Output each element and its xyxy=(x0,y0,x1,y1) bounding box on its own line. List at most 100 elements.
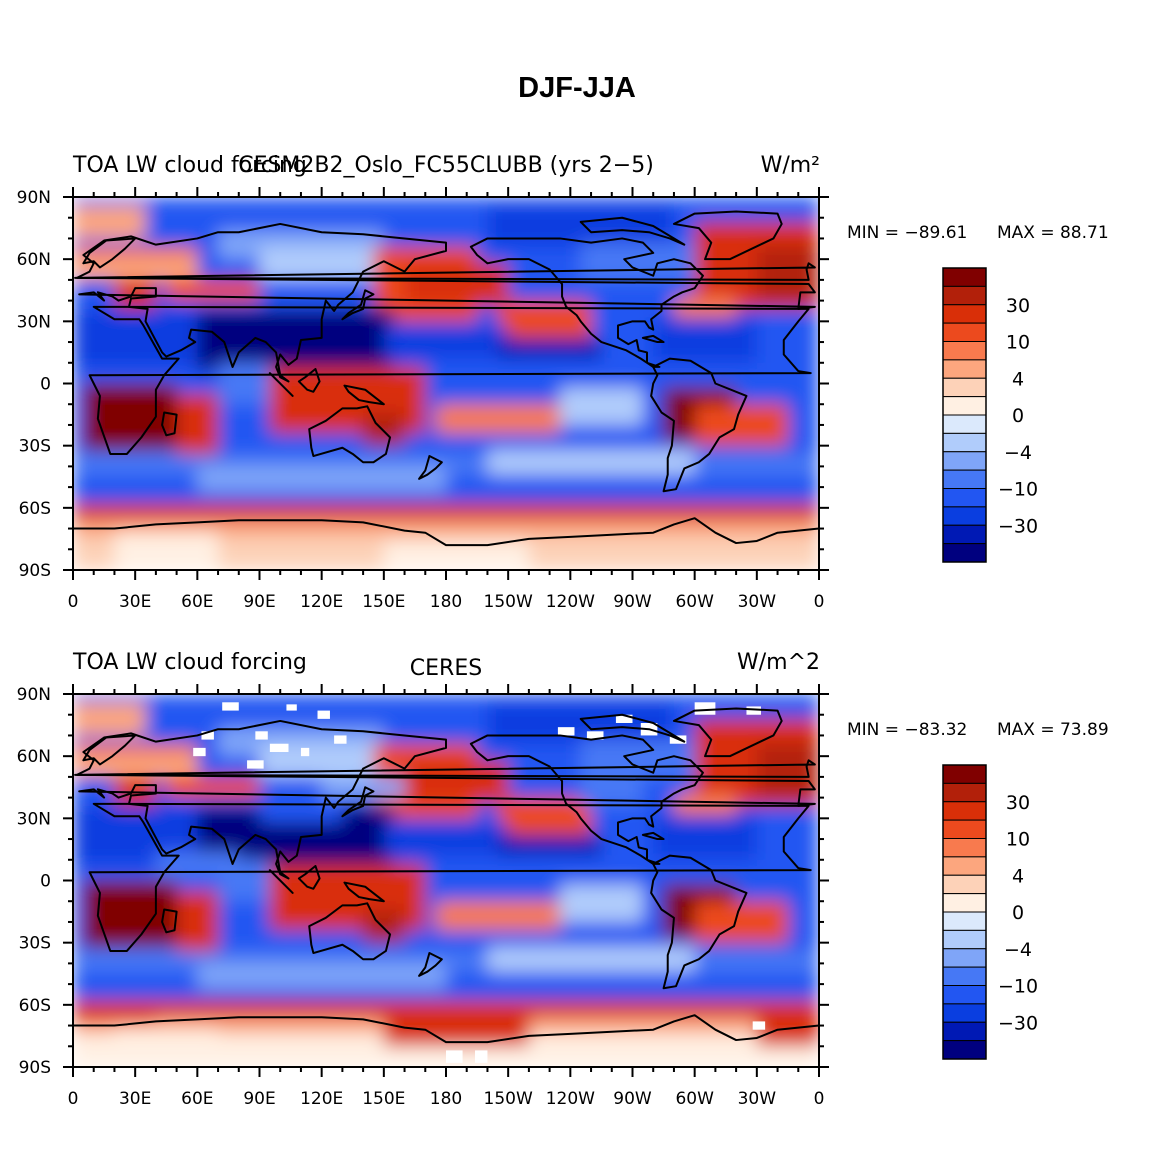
panel-obs-map xyxy=(73,694,819,1067)
panel-model-colorbar: 30 10 4 0 −4 −10 −30 xyxy=(942,267,1038,563)
panel-model-map xyxy=(73,197,819,570)
lat-tick-label: 60N xyxy=(17,747,51,767)
colorbar-box xyxy=(942,432,987,453)
colorbar-box xyxy=(942,764,987,784)
colorbar-box xyxy=(942,985,987,1005)
colorbar-box xyxy=(942,893,987,913)
panel-model-max: MAX = 88.71 xyxy=(997,223,1109,243)
lat-tick-label: 0 xyxy=(40,375,51,395)
colorbar-box xyxy=(942,948,987,968)
panel-obs-min: MIN = −83.32 xyxy=(847,720,967,740)
lon-tick-label: 120E xyxy=(300,1089,343,1109)
colorbar-label: 0 xyxy=(1012,902,1024,924)
colorbar-box xyxy=(942,838,987,858)
lon-tick-label: 60W xyxy=(675,592,714,612)
colorbar-box xyxy=(942,929,987,950)
lon-tick-label: 90E xyxy=(243,592,275,612)
lon-tick-label: 120E xyxy=(300,592,343,612)
colorbar-box xyxy=(942,322,987,342)
colorbar-label: 4 xyxy=(1012,865,1024,887)
lon-tick-label: 0 xyxy=(68,1089,79,1109)
colorbar-box xyxy=(942,377,987,398)
lon-tick-label: 0 xyxy=(814,592,825,612)
colorbar-label: −4 xyxy=(1004,939,1032,961)
lon-tick-label: 30W xyxy=(738,1089,777,1109)
panel-obs-colorbar: 30 10 4 0 −4 −10 −30 xyxy=(942,764,1038,1060)
figure-title: DJF-JJA xyxy=(518,72,636,104)
lat-tick-label: 90S xyxy=(19,561,51,581)
lon-tick-label: 30W xyxy=(738,592,777,612)
colorbar-box xyxy=(942,267,987,287)
colorbar-box xyxy=(942,911,987,931)
panel-obs-center-title: CERES xyxy=(410,656,482,681)
colorbar-box xyxy=(942,856,987,876)
lon-tick-label: 180 xyxy=(430,592,462,612)
lon-tick-label: 90E xyxy=(243,1089,275,1109)
colorbar-box xyxy=(942,488,987,508)
colorbar-box xyxy=(942,285,987,306)
lon-tick-label: 150W xyxy=(484,592,533,612)
lat-tick-label: 60S xyxy=(19,996,51,1016)
colorbar-box xyxy=(942,543,987,563)
lon-tick-label: 90W xyxy=(613,592,652,612)
lon-tick-label: 120W xyxy=(546,1089,595,1109)
colorbar-label: 30 xyxy=(1006,792,1030,814)
colorbar-box xyxy=(942,1040,987,1060)
lat-tick-label: 0 xyxy=(40,872,51,892)
panel-model-field xyxy=(73,197,819,570)
colorbar-box xyxy=(942,801,987,821)
colorbar-box xyxy=(942,782,987,803)
lon-tick-label: 180 xyxy=(430,1089,462,1109)
colorbar-label: 10 xyxy=(1006,332,1030,354)
lon-tick-label: 0 xyxy=(68,592,79,612)
lon-tick-label: 60E xyxy=(181,592,213,612)
panel-model: TOA LW cloud forcing CESM2B2_Oslo_FC55CL… xyxy=(17,153,1109,612)
colorbar-label: 0 xyxy=(1012,405,1024,427)
panel-model-axes: 90N 60N 30N 0 30S 60S 90S 0 30E 60E 90E 120E 150E 180… xyxy=(17,187,829,612)
lon-tick-label: 60W xyxy=(675,1089,714,1109)
lon-tick-label: 120W xyxy=(546,592,595,612)
colorbar-box xyxy=(942,506,987,526)
lat-tick-label: 30N xyxy=(17,809,51,829)
colorbar-box xyxy=(942,304,987,324)
colorbar-label: 30 xyxy=(1006,295,1030,317)
colorbar-box xyxy=(942,451,987,471)
colorbar-box xyxy=(942,966,987,986)
lon-tick-label: 150E xyxy=(362,1089,405,1109)
colorbar-box xyxy=(942,414,987,434)
colorbar-box xyxy=(942,396,987,416)
colorbar-label: −30 xyxy=(998,515,1038,537)
lon-tick-label: 30E xyxy=(119,592,151,612)
colorbar-box xyxy=(942,524,987,545)
colorbar-label: 10 xyxy=(1006,829,1030,851)
lat-tick-label: 90S xyxy=(19,1058,51,1078)
lon-tick-label: 0 xyxy=(814,1089,825,1109)
panel-obs-coastlines xyxy=(73,707,819,1044)
colorbar-box xyxy=(942,1021,987,1042)
colorbar-box xyxy=(942,874,987,895)
lon-tick-label: 90W xyxy=(613,1089,652,1109)
lon-tick-label: 60E xyxy=(181,1089,213,1109)
colorbar-box xyxy=(942,819,987,839)
lon-tick-label: 30E xyxy=(119,1089,151,1109)
panel-model-min: MIN = −89.61 xyxy=(847,223,967,243)
colorbar-label: −30 xyxy=(998,1012,1038,1034)
panel-obs: TOA LW cloud forcing CERES W/m^2 90N 60N 3… xyxy=(17,650,1109,1109)
colorbar-label: −10 xyxy=(998,479,1038,501)
lon-tick-label: 150W xyxy=(484,1089,533,1109)
panel-model-center-title: CESM2B2_Oslo_FC55CLUBB (yrs 2−5) xyxy=(238,153,654,178)
lat-tick-label: 30S xyxy=(19,934,51,954)
panel-obs-left-title: TOA LW cloud forcing xyxy=(72,650,307,675)
colorbar-box xyxy=(942,341,987,361)
lat-tick-label: 90N xyxy=(17,685,51,705)
panel-model-left-title: TOA LW cloud forcing xyxy=(72,153,307,178)
colorbar-box xyxy=(942,359,987,379)
lat-tick-label: 30N xyxy=(17,312,51,332)
panel-obs-field xyxy=(73,694,819,1067)
lat-tick-label: 90N xyxy=(17,188,51,208)
colorbar-label: −10 xyxy=(998,976,1038,998)
colorbar-label: −4 xyxy=(1004,442,1032,464)
colorbar-box xyxy=(942,469,987,489)
lat-tick-label: 30S xyxy=(19,437,51,457)
